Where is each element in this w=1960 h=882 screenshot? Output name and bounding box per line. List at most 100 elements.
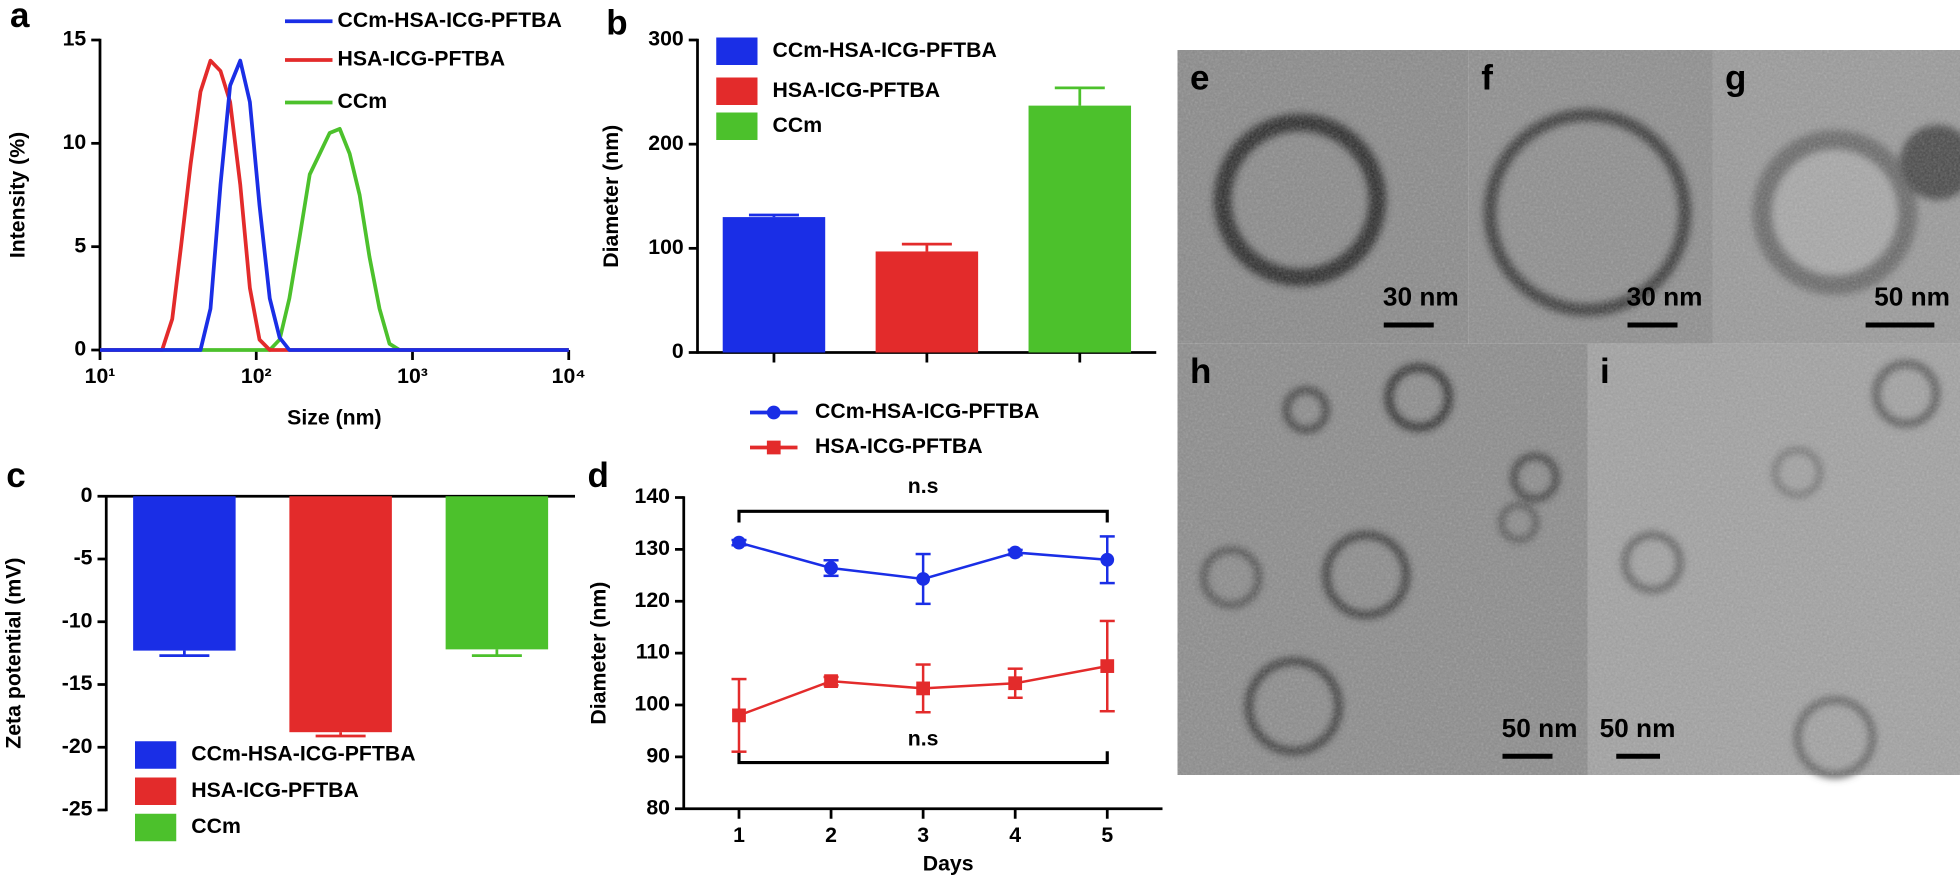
- error-bar: [159, 650, 210, 658]
- legend-label: CCm: [773, 113, 823, 137]
- y-tick-label: 300: [648, 27, 683, 51]
- panel-letter: f: [1481, 58, 1493, 97]
- x-tick-label: 10²: [241, 364, 272, 388]
- legend-swatch: [135, 741, 177, 769]
- scale-bar: [1865, 322, 1935, 328]
- scale-bar: [1616, 753, 1660, 759]
- error-bar: [748, 213, 799, 218]
- legend-label: HSA-ICG-PFTBA: [773, 78, 941, 102]
- marker: [766, 405, 781, 420]
- x-tick-label: 3: [917, 823, 929, 847]
- y-tick-label: 0: [672, 339, 684, 363]
- panel-letter: e: [1190, 58, 1209, 97]
- marker: [732, 708, 746, 723]
- image-noise: [1177, 50, 1960, 776]
- panel-letter: d: [588, 456, 609, 495]
- marker: [766, 440, 781, 455]
- annotation: n.s: [908, 474, 939, 498]
- error-bar: [315, 732, 366, 738]
- y-tick-label: -5: [74, 546, 93, 570]
- legend-label: CCm-HSA-ICG-PFTBA: [338, 8, 562, 32]
- tem-images: e 30 nm f 30 nm g 50 nm h 50 nm i 50 nm: [1177, 50, 1960, 779]
- significance-bracket: [737, 509, 1109, 523]
- series-line: [100, 58, 569, 352]
- panel-letter: h: [1190, 352, 1211, 391]
- marker: [1008, 545, 1023, 560]
- y-tick-label: -25: [62, 797, 93, 821]
- marker: [1008, 676, 1023, 691]
- error-bar: [1054, 86, 1105, 106]
- y-tick-label: 120: [635, 588, 670, 612]
- panel-letter: c: [6, 456, 25, 495]
- scale-bar: [1502, 753, 1553, 759]
- legend-swatch: [716, 37, 758, 66]
- y-tick-label: -15: [62, 671, 93, 695]
- marker: [824, 674, 838, 689]
- scale-label: 50 nm: [1874, 282, 1950, 312]
- error-bar: [901, 242, 952, 252]
- marker: [916, 572, 930, 586]
- annotation: n.s: [908, 727, 939, 751]
- marker: [916, 681, 930, 696]
- y-tick-label: 140: [635, 484, 670, 508]
- y-tick-label: 110: [636, 640, 670, 664]
- x-tick-label: 4: [1009, 823, 1021, 847]
- scale-label: 50 nm: [1502, 713, 1578, 743]
- legend-label: CCm: [191, 814, 241, 838]
- y-tick-label: 80: [646, 795, 670, 819]
- y-tick-label: -10: [62, 608, 93, 632]
- x-tick-label: 10⁴: [552, 364, 586, 388]
- bar: [1028, 105, 1132, 353]
- x-tick-label: 10¹: [85, 364, 116, 388]
- y-tick-label: 130: [635, 536, 670, 560]
- legend-label: CCm-HSA-ICG-PFTBA: [815, 399, 1039, 423]
- y-tick-label: 200: [648, 131, 683, 155]
- scale-bar: [1627, 322, 1678, 328]
- x-tick-label: 5: [1101, 823, 1113, 847]
- scale-label: 30 nm: [1383, 282, 1459, 312]
- legend-swatch: [135, 777, 177, 805]
- bar: [875, 251, 979, 353]
- scale-bar: [1383, 322, 1434, 328]
- scale-label: 30 nm: [1627, 282, 1703, 312]
- legend-swatch: [716, 77, 758, 106]
- y-tick-label: 15: [63, 27, 87, 51]
- y-tick-label: -20: [62, 734, 93, 758]
- y-tick-label: 100: [648, 235, 683, 259]
- y-tick-label: 0: [81, 483, 93, 507]
- x-tick-label: 1: [733, 823, 745, 847]
- legend-label: HSA-ICG-PFTBA: [191, 778, 359, 802]
- panel-letter: b: [606, 3, 627, 42]
- legend-label: CCm-HSA-ICG-PFTBA: [191, 742, 415, 766]
- scale-label: 50 nm: [1600, 713, 1676, 743]
- marker: [1100, 552, 1115, 567]
- bar: [133, 496, 236, 651]
- bar: [445, 496, 549, 650]
- y-axis-label: Intensity (%): [5, 132, 29, 258]
- y-tick-label: 10: [63, 130, 87, 154]
- significance-bracket: [737, 751, 1109, 765]
- y-tick-label: 90: [646, 743, 670, 767]
- bar: [289, 496, 392, 733]
- panel-letter: i: [1600, 352, 1610, 391]
- panel-letter: a: [10, 0, 30, 35]
- marker: [824, 561, 838, 575]
- image-labels: e 30 nm f 30 nm g 50 nm h 50 nm i 50 nm: [1190, 58, 1950, 759]
- y-tick-label: 5: [74, 233, 86, 257]
- legend-label: HSA-ICG-PFTBA: [815, 434, 983, 458]
- x-axis-label: Size (nm): [287, 405, 381, 429]
- bar: [722, 217, 826, 353]
- marker: [732, 535, 746, 550]
- series-line: [100, 127, 569, 352]
- legend-swatch: [716, 112, 758, 141]
- legend-label: CCm: [338, 89, 388, 113]
- y-axis-label: Diameter (nm): [599, 125, 623, 268]
- x-axis-label: Days: [923, 852, 974, 876]
- legend-swatch: [135, 813, 177, 842]
- y-axis-label: Diameter (nm): [587, 582, 611, 725]
- legend-label: CCm-HSA-ICG-PFTBA: [773, 38, 997, 62]
- legend-label: HSA-ICG-PFTBA: [338, 47, 506, 71]
- error-bar: [471, 649, 522, 658]
- y-tick-label: 0: [74, 337, 86, 361]
